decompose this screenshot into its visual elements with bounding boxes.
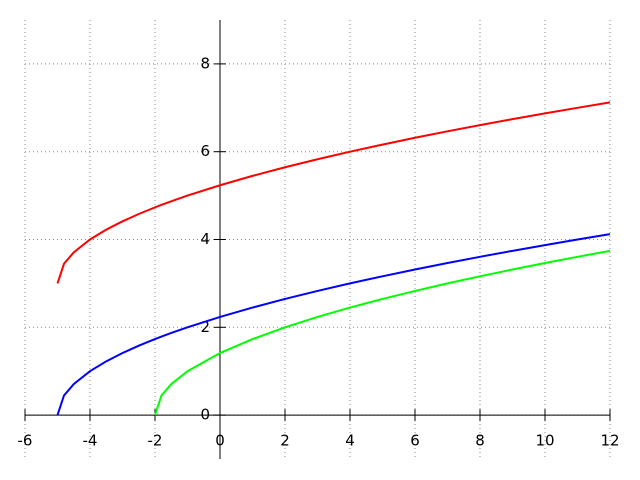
- x-tick-label: 0: [215, 432, 225, 450]
- x-tick-label: -2: [148, 432, 163, 450]
- x-tick-label: -6: [18, 432, 33, 450]
- line: [56, 233, 611, 416]
- y-tick-label: 4: [200, 230, 210, 248]
- line: [56, 101, 611, 284]
- y-tick-label: 0: [200, 406, 210, 424]
- y-tick-label: 2: [200, 318, 210, 336]
- line: [154, 249, 611, 416]
- x-tick-label: 2: [280, 432, 290, 450]
- x-tick-label: 8: [475, 432, 485, 450]
- x-tick-label: 6: [410, 432, 420, 450]
- x-tick-label: -4: [83, 432, 98, 450]
- y-tick-label: 6: [200, 142, 210, 160]
- y-tick-label: 8: [200, 54, 210, 72]
- x-tick-label: 12: [600, 432, 619, 450]
- x-tick-label: 4: [345, 432, 355, 450]
- x-tick-label: 10: [535, 432, 554, 450]
